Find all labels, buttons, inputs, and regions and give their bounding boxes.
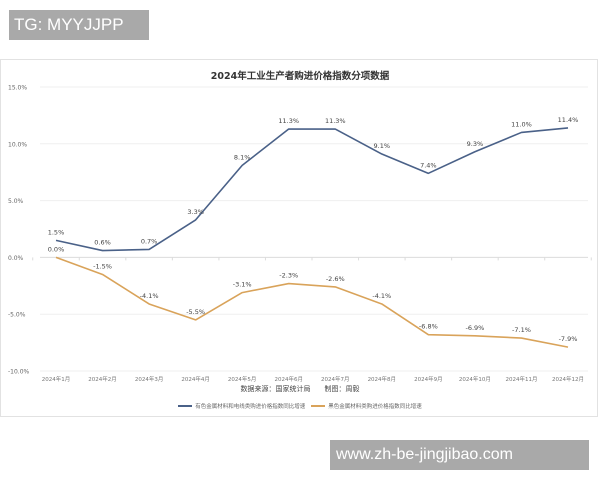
data-label: -6.9% <box>465 324 484 332</box>
legend-swatch-blue-icon <box>178 405 193 407</box>
legend-swatch-orange-icon <box>311 405 326 407</box>
watermark-top: TG: MYYJJPP <box>9 10 149 40</box>
source-note: 数据来源：国家统计局 制图：周毅 <box>240 385 360 393</box>
data-label: -4.1% <box>140 292 159 300</box>
x-tick-label: 2024年1月 <box>42 375 71 383</box>
data-label: 0.7% <box>141 237 158 245</box>
data-label: 1.5% <box>48 228 65 236</box>
legend: 有色金属材料和电线类购进价格指数同比增速 黑色金属材料类购进价格指数同比增速 <box>0 402 600 410</box>
series-lines <box>55 127 569 348</box>
data-label: -6.8% <box>419 323 438 331</box>
x-tick-label: 2024年6月 <box>274 375 303 383</box>
data-label: 7.4% <box>420 161 437 169</box>
x-tick-label: 2024年4月 <box>181 375 210 383</box>
x-tick-label: 2024年11月 <box>505 375 537 383</box>
y-tick-label: -5.0% <box>8 312 26 319</box>
watermark-bottom: www.zh-be-jingjibao.com <box>330 440 589 470</box>
y-axis-labels: 15.0% 10.0% 5.0% 0.0% -5.0% -10.0% <box>8 85 30 376</box>
data-label: -2.6% <box>326 275 345 283</box>
data-label: 11.0% <box>511 120 532 128</box>
legend-item-nonferrous[interactable]: 有色金属材料和电线类购进价格指数同比增速 <box>178 402 305 410</box>
x-axis-labels: 2024年1月 2024年2月 2024年3月 2024年4月 2024年5月 2024年… <box>42 375 584 383</box>
legend-label: 有色金属材料和电线类购进价格指数同比增速 <box>195 404 306 410</box>
data-label: 0.6% <box>94 239 111 247</box>
x-tick-label: 2024年9月 <box>414 375 443 383</box>
x-tick-label: 2024年3月 <box>135 375 164 383</box>
data-label: 0.0% <box>48 245 65 253</box>
y-tick-label: 0.0% <box>8 255 24 262</box>
series-line <box>55 256 569 348</box>
series-line <box>55 127 569 252</box>
data-label: 11.3% <box>278 117 299 125</box>
y-tick-label: -10.0% <box>8 369 30 376</box>
x-tick-label: 2024年2月 <box>88 375 117 383</box>
data-label: -4.1% <box>372 292 391 300</box>
data-label: 8.1% <box>234 153 251 161</box>
y-tick-label: 10.0% <box>8 141 27 148</box>
chart-frame <box>0 59 598 417</box>
data-label: -2.3% <box>279 272 298 280</box>
chart-title: 2024年工业生产者购进价格指数分项数据 <box>210 71 390 82</box>
x-tick-label: 2024年8月 <box>368 375 397 383</box>
x-tick-label: 2024年5月 <box>228 375 257 383</box>
data-label: -3.1% <box>233 281 252 289</box>
legend-label: 黑色金属材料类购进价格指数同比增速 <box>328 404 422 410</box>
data-label: 3.3% <box>187 208 204 216</box>
y-tick-label: 5.0% <box>8 198 24 205</box>
data-label: 11.4% <box>558 116 579 124</box>
data-label: 11.3% <box>325 117 346 125</box>
data-label: -7.9% <box>559 335 578 343</box>
data-label: 9.3% <box>467 140 484 148</box>
data-label: -1.5% <box>93 262 112 270</box>
data-label: -7.1% <box>512 326 531 334</box>
x-tick-label: 2024年10月 <box>459 375 491 383</box>
y-tick-label: 15.0% <box>8 85 27 92</box>
gridlines <box>32 86 592 372</box>
data-label: -5.5% <box>186 308 205 316</box>
x-tick-label: 2024年7月 <box>321 375 350 383</box>
legend-item-ferrous[interactable]: 黑色金属材料类购进价格指数同比增速 <box>311 402 422 410</box>
data-labels: 1.5% 0.6% 0.7% 3.3% 8.1% 11.3% 11.3% 9.1% 7.4% 9.… <box>48 116 579 343</box>
data-label: 9.1% <box>374 142 391 150</box>
x-tick-label: 2024年12月 <box>552 375 584 383</box>
